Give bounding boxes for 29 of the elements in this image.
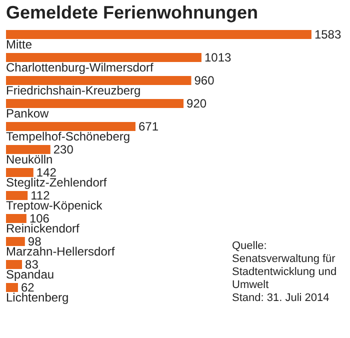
bar — [6, 145, 50, 154]
y-tick-label: Charlottenburg-Wilmersdorf — [6, 60, 154, 74]
bar — [6, 283, 18, 292]
chart-title: Gemeldete Ferienwohnungen — [6, 2, 258, 22]
data-label: 1013 — [204, 50, 232, 64]
bar — [6, 76, 192, 85]
y-tick-label: Mitte — [6, 38, 32, 52]
bar — [6, 122, 136, 131]
y-tick-label: Neukölln — [6, 152, 53, 166]
data-label: 920 — [186, 96, 207, 110]
y-tick-label: Pankow — [6, 106, 50, 120]
y-tick-label: Tempelhof-Schöneberg — [6, 130, 130, 144]
data-label: 671 — [138, 120, 159, 134]
bar — [6, 260, 22, 269]
annotation: Stand: 31. Juli 2014 — [232, 292, 330, 304]
data-label: 230 — [53, 142, 74, 156]
y-tick-label: Lichtenberg — [6, 290, 69, 304]
data-label: 1583 — [314, 28, 342, 42]
data-label: 960 — [194, 74, 215, 88]
bar — [6, 237, 25, 246]
bar — [6, 99, 184, 108]
bar — [6, 214, 26, 223]
bar — [6, 53, 202, 62]
y-tick-label: Reinickendorf — [6, 222, 80, 236]
y-tick-label: Friedrichshain-Kreuzberg — [6, 84, 141, 98]
bar — [6, 191, 28, 200]
bar — [6, 30, 312, 39]
bar — [6, 168, 34, 177]
annotation: Quelle: Senatsverwaltung für Stadtentwicklung und Umwelt — [232, 240, 337, 291]
